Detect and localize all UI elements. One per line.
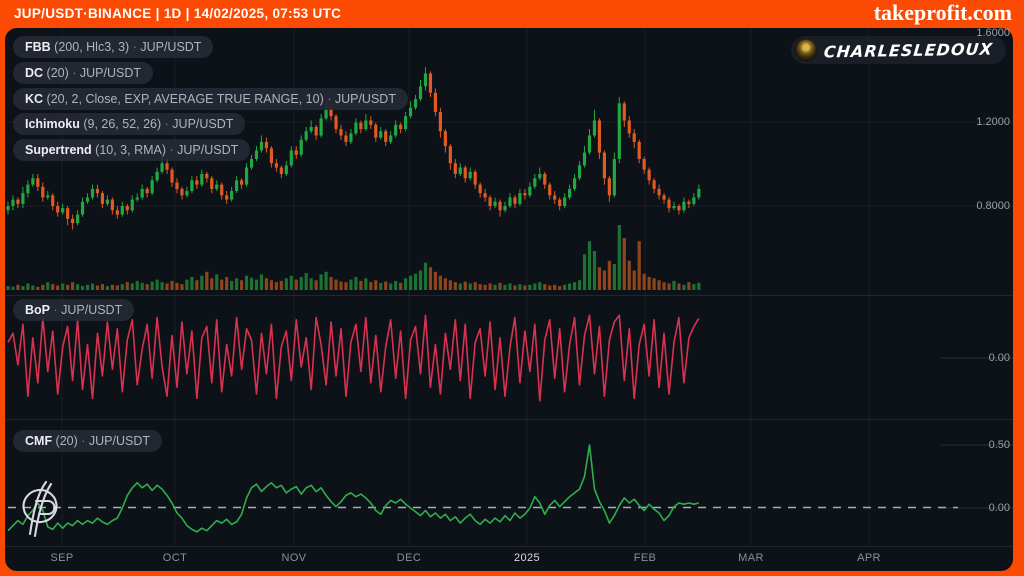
time-tick: FEB (633, 552, 657, 564)
time-tick: DEC (396, 552, 422, 564)
indicator-pill-dc[interactable]: DC (20) · JUP/USDT (13, 62, 153, 84)
price-tick: 1.2000 (976, 116, 1010, 128)
price-tick: 0.00 (988, 502, 1010, 514)
price-tick: 0.00 (988, 352, 1010, 364)
time-tick: 2025 (513, 552, 541, 564)
price-tick: 0.8000 (976, 200, 1010, 212)
time-tick: APR (857, 552, 881, 564)
takeprofit-logo-icon (22, 480, 58, 538)
indicator-pill-supertrend[interactable]: Supertrend (10, 3, RMA) · JUP/USDT (13, 139, 251, 161)
brand-logo[interactable]: takeprofit.com (873, 0, 1012, 25)
time-tick: NOV (281, 552, 307, 564)
indicator-pill-cmf[interactable]: CMF (20) · JUP/USDT (13, 430, 163, 452)
indicator-pill-fbb[interactable]: FBB (200, Hlc3, 3) · JUP/USDT (13, 36, 214, 58)
time-tick: OCT (162, 552, 188, 564)
time-tick: SEP (50, 552, 74, 564)
avatar (795, 39, 818, 61)
indicator-pill-kc[interactable]: KC (20, 2, Close, EXP, AVERAGE TRUE RANG… (13, 88, 408, 110)
header-bar: JUP/USDT·BINANCE | 1D | 14/02/2025, 07:5… (0, 0, 1024, 28)
price-tick: 0.50 (988, 439, 1010, 451)
symbol-title: JUP/USDT·BINANCE | 1D | 14/02/2025, 07:5… (14, 6, 342, 21)
username-label: CHARLESLEDOUX (823, 39, 994, 61)
indicator-pill-bop[interactable]: BoP · JUP/USDT (13, 299, 135, 321)
time-tick: MAR (738, 552, 764, 564)
indicator-pill-ichimoku[interactable]: Ichimoku (9, 26, 52, 26) · JUP/USDT (13, 113, 246, 135)
user-watermark: CHARLESLEDOUX (791, 36, 1006, 64)
